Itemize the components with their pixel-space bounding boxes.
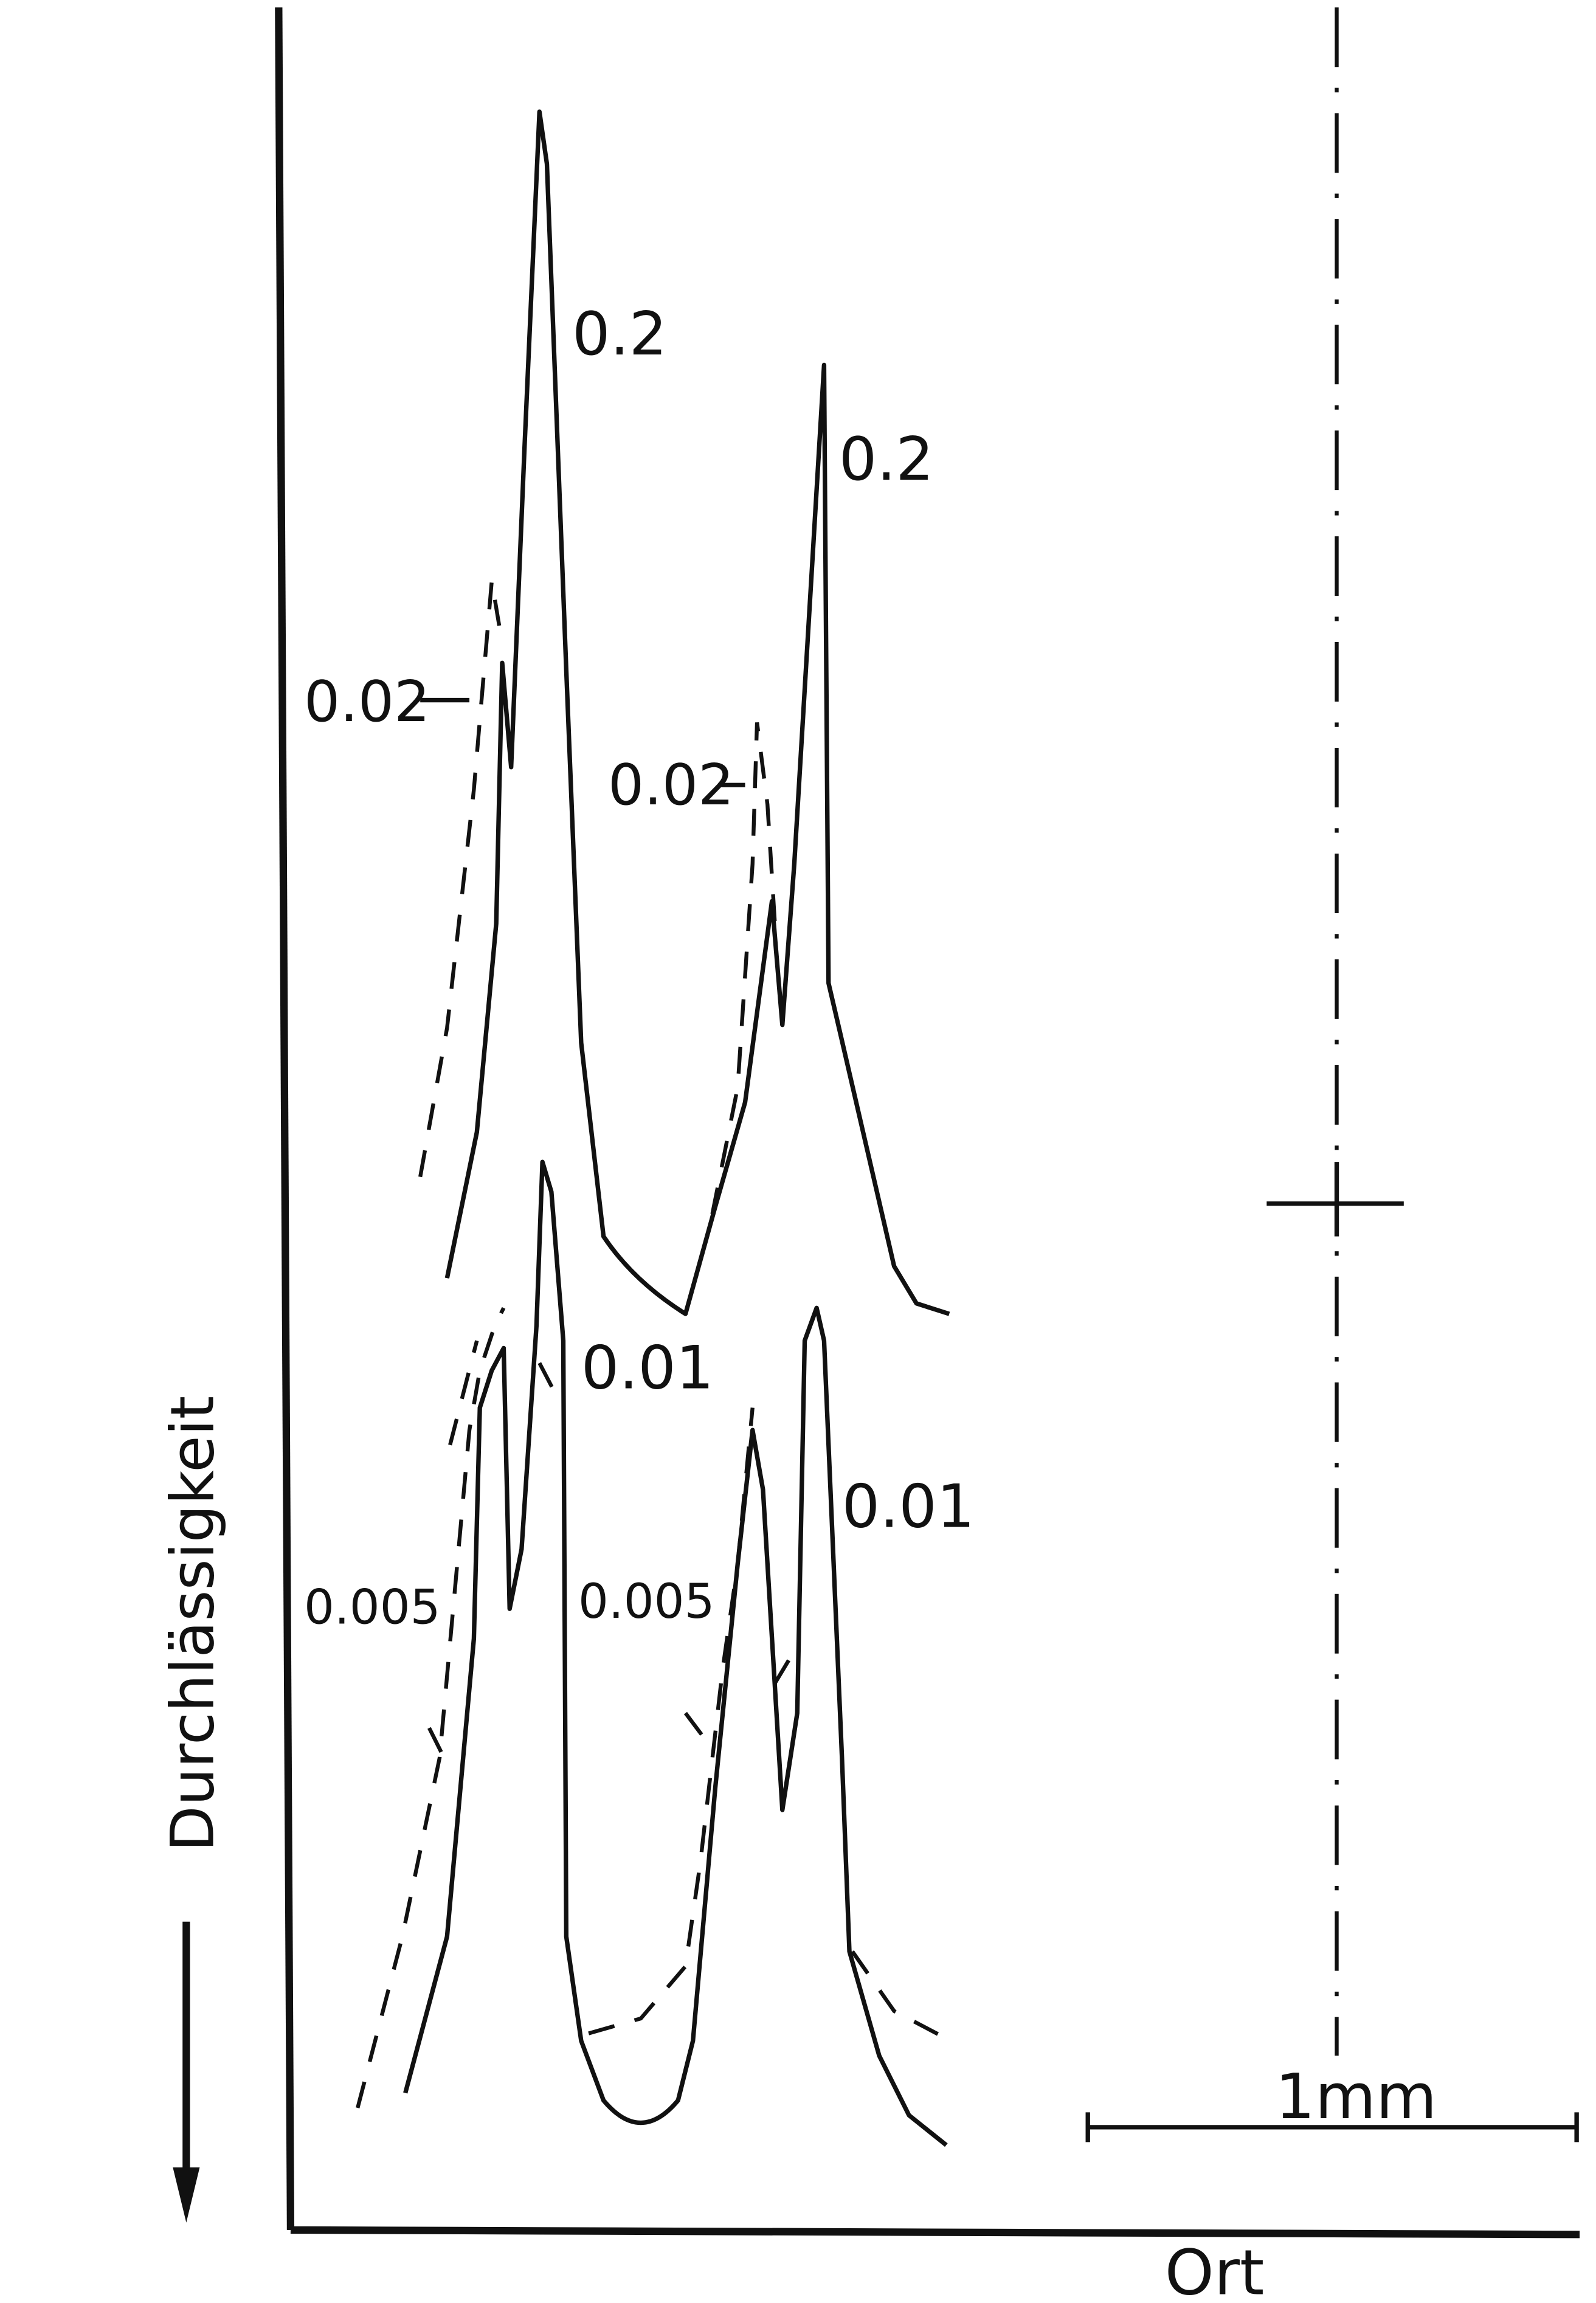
curve-label: 0.2	[839, 425, 934, 494]
curve-label: 0.2	[572, 300, 667, 369]
dashed-curve	[427, 1727, 446, 1759]
curve-label: 0.005	[578, 1574, 715, 1629]
arrow-head	[173, 2167, 200, 2223]
y-axis	[275, 7, 295, 2230]
x-axis	[290, 2226, 1580, 2239]
curve-label: 0.01	[581, 1334, 714, 1403]
dashed-curve	[537, 1362, 561, 1401]
dashed-curve	[588, 1407, 755, 2035]
solid-curve	[403, 1159, 948, 2147]
solid-curve	[444, 109, 950, 1316]
dashed-curve	[418, 581, 502, 1178]
dashed-curve	[683, 1711, 710, 1744]
curve-label: 0.02	[608, 752, 734, 818]
curve-label: 0.02	[304, 669, 430, 734]
dashed-curve	[851, 1950, 952, 2043]
dashed-curve	[773, 1645, 800, 1685]
curve-label: 0.005	[304, 1580, 441, 1635]
scale-bar-label: 1mm	[1275, 2060, 1437, 2133]
curve-label: 0.01	[842, 1472, 975, 1541]
dashed-curve	[710, 722, 777, 1215]
dashed-curve	[448, 1340, 479, 1446]
x-axis-label: Ort	[1165, 2236, 1265, 2303]
y-axis-label: Durchlässigkeit	[158, 1396, 227, 1852]
dashed-curve	[356, 1307, 506, 2108]
